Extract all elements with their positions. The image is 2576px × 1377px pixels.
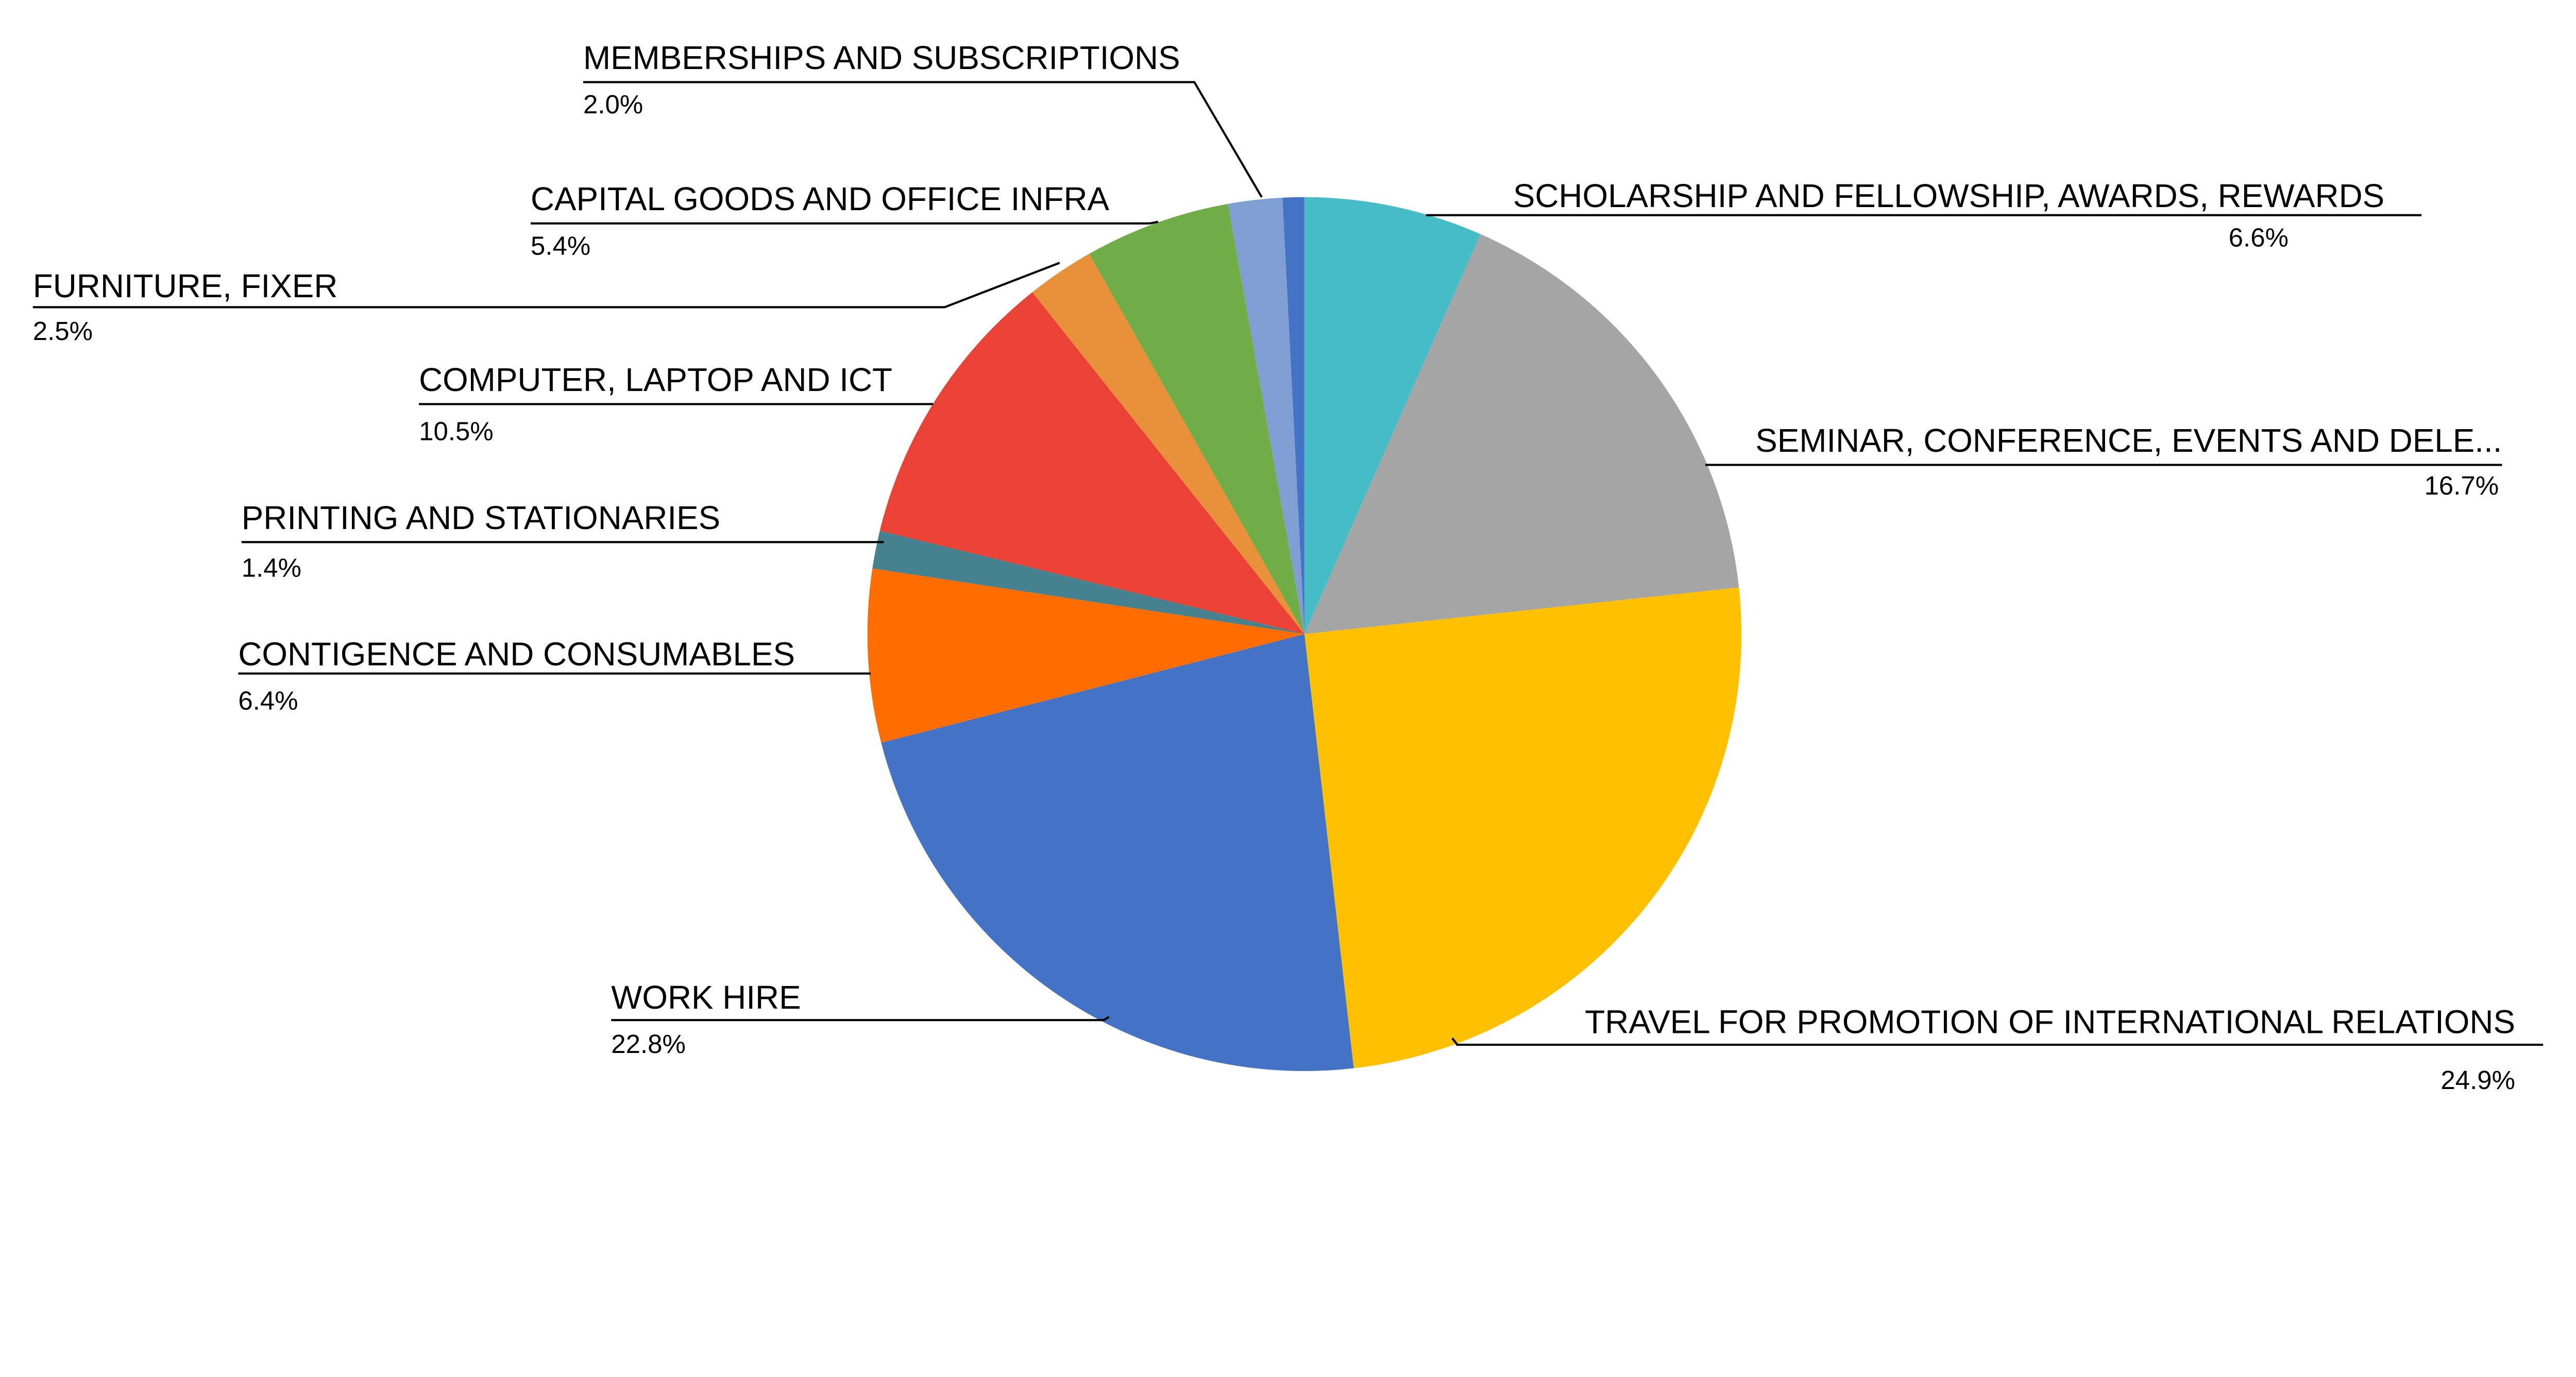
slice-label-group: PRINTING AND STATIONARIES 1.4% [241,499,884,582]
slice-label-group: SCHOLARSHIP AND FELLOWSHIP, AWARDS, REWA… [1426,177,2422,252]
slice-percent-label: 22.8% [611,1029,686,1059]
slice-label: COMPUTER, LAPTOP AND ICT [419,361,892,398]
slice-label: SCHOLARSHIP AND FELLOWSHIP, AWARDS, REWA… [1513,177,2384,214]
pie-slice [867,568,1304,743]
slice-percent-label: 2.0% [583,90,643,119]
pie-slice [1304,197,1481,634]
slice-percent-label: 1.4% [242,553,301,582]
pie-slice [881,634,1354,1072]
slice-label: SEMINAR, CONFERENCE, EVENTS AND DELE... [1755,422,2502,459]
pie-slice [1304,587,1742,1068]
pie-labels: SCHOLARSHIP AND FELLOWSHIP, AWARDS, REWA… [32,39,2544,1095]
slice-label-group: SEMINAR, CONFERENCE, EVENTS AND DELE... 1… [1705,422,2502,500]
leader-line [583,81,1263,198]
slice-label: CONTIGENCE AND CONSUMABLES [238,635,795,672]
pie-chart: SCHOLARSHIP AND FELLOWSHIP, AWARDS, REWA… [32,39,2544,1095]
leader-line [611,1016,1110,1022]
slice-label-group: CONTIGENCE AND CONSUMABLES 6.4% [238,635,871,716]
pie-slice [1282,197,1304,634]
slice-percent-label: 2.5% [33,316,93,346]
slice-label-group: MEMBERSHIPS AND SUBSCRIPTIONS 2.0% [583,39,1263,198]
slice-label-group: COMPUTER, LAPTOP AND ICT 10.5% [419,361,934,446]
slice-label: PRINTING AND STATIONARIES [242,499,720,536]
pie-slice [879,292,1304,634]
slice-percent-label: 16.7% [2424,471,2499,500]
slice-label-group: WORK HIRE 22.8% [611,979,1110,1059]
slice-label: WORK HIRE [611,979,801,1016]
slice-percent-label: 5.4% [531,231,590,260]
pie-slice [1089,203,1304,634]
slice-label: FURNITURE, FIXER [33,267,338,304]
slice-label: CAPITAL GOODS AND OFFICE INFRA [531,180,1110,217]
slice-label-group: FURNITURE, FIXER 2.5% [32,262,1060,346]
slice-percent-label: 6.4% [238,686,298,716]
slice-percent-label: 24.9% [2441,1065,2515,1095]
leader-line [530,220,1159,225]
slice-label-group: CAPITAL GOODS AND OFFICE INFRA 5.4% [530,180,1159,260]
slice-percent-label: 6.6% [2229,223,2289,252]
leader-line [1451,1038,2544,1046]
pie-slice [1304,234,1739,634]
slice-label: MEMBERSHIPS AND SUBSCRIPTIONS [583,39,1180,76]
pie-slices [867,197,1742,1072]
slice-percent-label: 10.5% [419,417,494,446]
pie-slice [872,531,1304,634]
leader-line [32,262,1060,309]
pie-slice [1032,253,1304,634]
slice-label: TRAVEL FOR PROMOTION OF INTERNATIONAL RE… [1585,1004,2515,1041]
slice-label-group: TRAVEL FOR PROMOTION OF INTERNATIONAL RE… [1451,1004,2544,1095]
pie-slice [1228,197,1304,634]
